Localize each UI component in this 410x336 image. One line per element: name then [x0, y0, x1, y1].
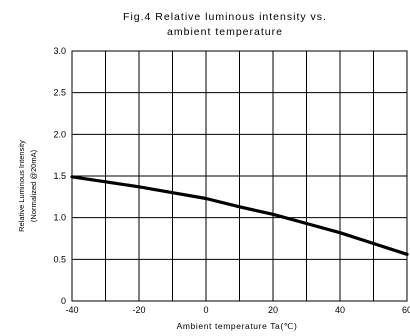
y-tick-label: 1.0 [53, 213, 66, 223]
x-tick-labels: -40 -20 0 20 40 60 [65, 305, 410, 315]
y-tick-label: 2.0 [53, 129, 66, 139]
x-tick-label: -20 [132, 305, 145, 315]
x-tick-label: 40 [335, 305, 345, 315]
y-axis-label-line-2: (Normalized @20mA) [29, 149, 38, 222]
series-lines [70, 175, 409, 256]
chart-title-line-1: Fig.4 Relative luminous intensity vs. [123, 11, 327, 23]
y-axis-label: Relative Luminous Intensity (Normalized … [17, 140, 38, 232]
y-axis-label-line-1: Relative Luminous Intensity [17, 140, 26, 232]
y-tick-label: 1.5 [53, 171, 66, 181]
chart-title-line-2: ambient temperature [167, 26, 283, 38]
x-tick-label: 60 [402, 305, 410, 315]
x-tick-label: 20 [268, 305, 278, 315]
y-tick-labels: 0 0.5 1.0 1.5 2.0 2.5 3.0 [53, 46, 66, 306]
series-line [70, 175, 409, 256]
y-tick-label: 0 [61, 296, 66, 306]
y-tick-label: 0.5 [53, 254, 66, 264]
x-tick-label: -40 [65, 305, 78, 315]
y-tick-label: 3.0 [53, 46, 66, 56]
x-axis-label: Ambient temperature Ta(℃) [177, 321, 298, 331]
y-tick-label: 2.5 [53, 88, 66, 98]
grid [72, 51, 407, 301]
x-tick-label: 0 [203, 305, 208, 315]
